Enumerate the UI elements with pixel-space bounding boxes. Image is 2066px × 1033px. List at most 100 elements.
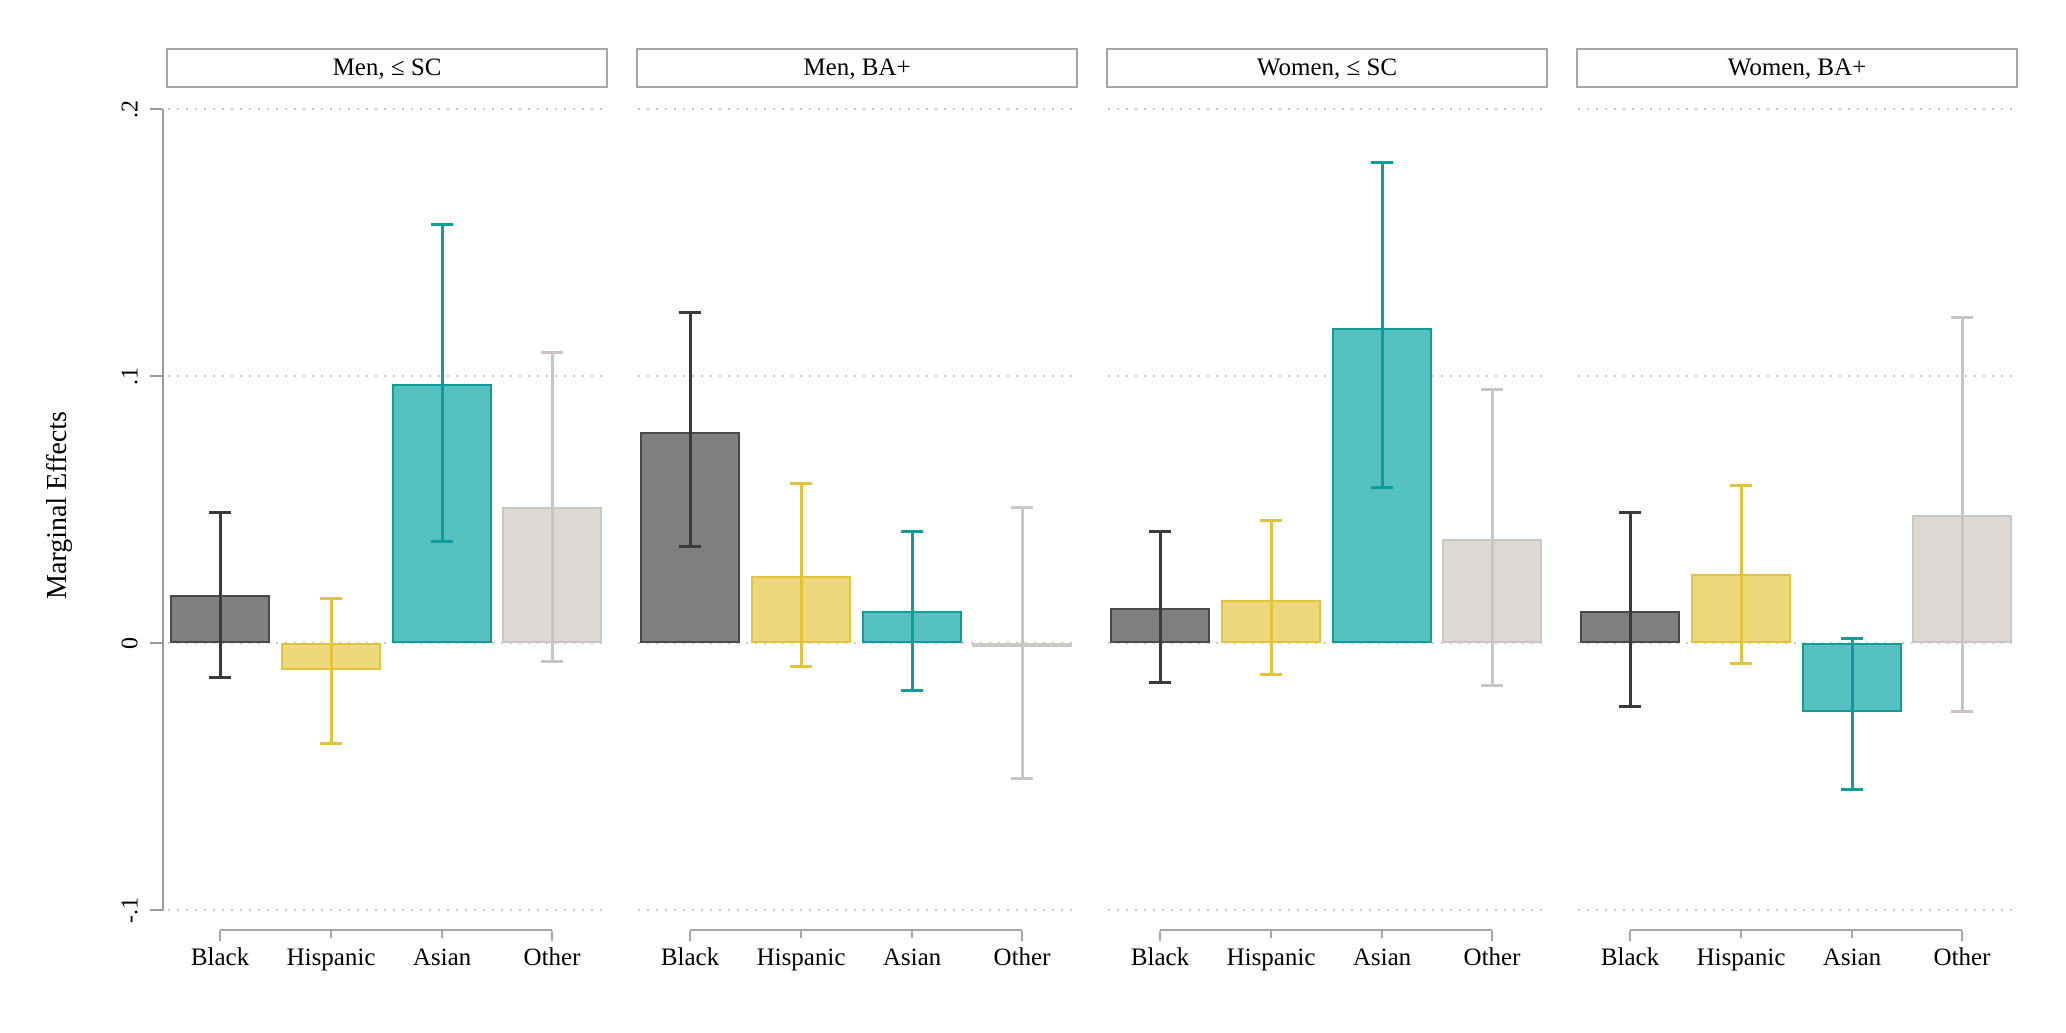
error-cap-top	[1011, 505, 1033, 509]
error-cap-top	[431, 222, 453, 226]
error-cap-bottom	[1841, 787, 1863, 791]
gridline	[168, 375, 606, 377]
category-label-other: Other	[1933, 944, 1991, 971]
panel-title-box: Men, ≤ SC	[166, 48, 608, 88]
error-cap-top	[1730, 484, 1752, 488]
error-cap-top	[209, 511, 231, 515]
y-axis-line	[162, 109, 164, 911]
error-cap-bottom	[790, 665, 812, 669]
gridline	[1108, 108, 1546, 110]
y-axis-tick	[150, 108, 162, 110]
gridline	[638, 108, 1076, 110]
category-axis-tick	[219, 931, 221, 941]
error-bar-black	[219, 512, 222, 678]
error-bar-hispanic	[1740, 485, 1743, 665]
error-cap-top	[901, 529, 923, 533]
category-label-asian: Asian	[1352, 944, 1412, 971]
y-axis-title: Marginal Effects	[42, 411, 73, 599]
error-cap-bottom	[1371, 486, 1393, 490]
category-label-black: Black	[1600, 944, 1660, 971]
gridline	[638, 909, 1076, 911]
panel-title-box: Women, ≤ SC	[1106, 48, 1548, 88]
error-bar-black	[1159, 530, 1162, 684]
error-bar-black	[1629, 512, 1632, 708]
category-axis-line	[1160, 929, 1492, 931]
category-label-black: Black	[190, 944, 250, 971]
error-cap-bottom	[679, 544, 701, 548]
error-bar-asian	[1851, 637, 1854, 790]
y-axis-tick	[150, 909, 162, 911]
error-bar-other	[1491, 389, 1494, 686]
category-axis-tick	[1740, 931, 1742, 938]
category-label-asian: Asian	[882, 944, 942, 971]
error-cap-top	[1260, 519, 1282, 523]
error-cap-bottom	[1951, 710, 1973, 714]
category-axis-line	[1630, 929, 1962, 931]
error-bar-other	[1021, 506, 1024, 780]
error-cap-top	[541, 350, 563, 354]
category-label-hispanic: Hispanic	[286, 944, 376, 971]
gridline	[1108, 375, 1546, 377]
category-label-other: Other	[1463, 944, 1521, 971]
category-axis-tick	[1961, 931, 1963, 941]
category-axis-tick	[689, 931, 691, 941]
error-cap-bottom	[541, 659, 563, 663]
panel-title: Women, BA+	[1727, 54, 1867, 81]
error-bar-black	[689, 311, 692, 547]
error-cap-top	[1149, 529, 1171, 533]
y-tick-label: .1	[117, 367, 144, 385]
error-bar-asian	[441, 223, 444, 542]
error-cap-bottom	[1149, 681, 1171, 685]
gridline	[168, 108, 606, 110]
category-label-other: Other	[993, 944, 1051, 971]
error-cap-bottom	[1011, 777, 1033, 781]
error-bar-hispanic	[800, 482, 803, 668]
category-axis-tick	[551, 931, 553, 941]
category-axis-line	[220, 929, 552, 931]
error-cap-top	[1481, 388, 1503, 392]
error-cap-top	[1371, 161, 1393, 165]
panel-title-box: Men, BA+	[636, 48, 1078, 88]
error-bar-asian	[1381, 162, 1384, 489]
category-label-asian: Asian	[1822, 944, 1882, 971]
category-axis-tick	[911, 931, 913, 938]
error-bar-hispanic	[1270, 520, 1273, 676]
error-cap-bottom	[1619, 705, 1641, 709]
gridline	[168, 642, 606, 644]
error-cap-bottom	[1481, 683, 1503, 687]
gridline	[638, 642, 1076, 644]
category-axis-line	[690, 929, 1022, 931]
y-tick-label: 0	[117, 637, 144, 649]
y-axis-tick	[150, 375, 162, 377]
error-bar-hispanic	[330, 597, 333, 745]
error-bar-other	[551, 351, 554, 662]
category-axis-tick	[1491, 931, 1493, 941]
category-label-asian: Asian	[412, 944, 472, 971]
category-axis-tick	[1381, 931, 1383, 938]
error-cap-top	[1619, 511, 1641, 515]
gridline	[638, 375, 1076, 377]
error-cap-bottom	[1730, 662, 1752, 666]
gridline	[1578, 909, 2016, 911]
gridline	[1108, 909, 1546, 911]
category-axis-tick	[441, 931, 443, 938]
category-axis-tick	[1270, 931, 1272, 938]
y-axis-tick	[150, 642, 162, 644]
gridline	[1578, 375, 2016, 377]
category-axis-tick	[1851, 931, 1853, 938]
error-bar-asian	[911, 530, 914, 692]
y-tick-label: -.1	[117, 897, 144, 923]
category-axis-tick	[1629, 931, 1631, 941]
error-cap-bottom	[431, 539, 453, 543]
panel-title: Women, ≤ SC	[1256, 54, 1398, 81]
gridline	[1578, 108, 2016, 110]
error-cap-bottom	[209, 675, 231, 679]
category-label-hispanic: Hispanic	[756, 944, 846, 971]
category-axis-tick	[330, 931, 332, 938]
error-cap-bottom	[320, 742, 342, 746]
error-cap-top	[1951, 316, 1973, 320]
error-cap-top	[790, 481, 812, 485]
category-label-other: Other	[523, 944, 581, 971]
gridline	[168, 909, 606, 911]
